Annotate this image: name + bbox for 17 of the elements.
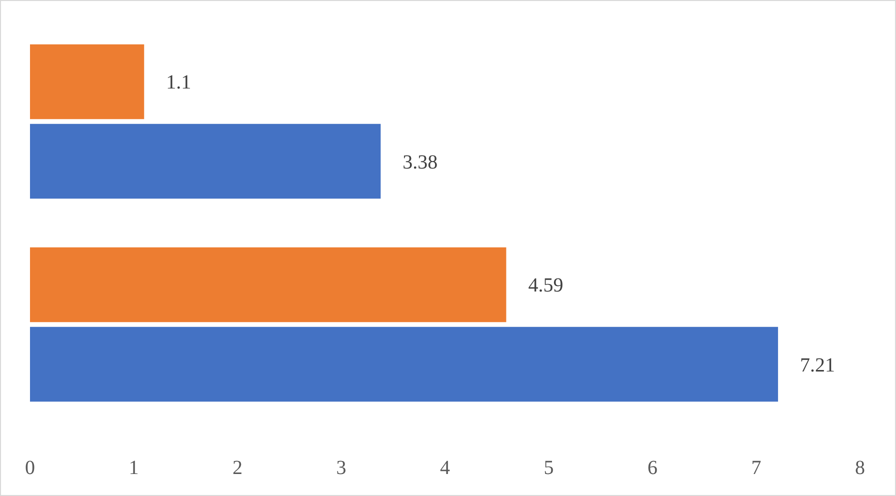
data-label: 3.38	[402, 151, 438, 174]
x-tick-label: 1	[128, 457, 139, 479]
x-tick-label: 3	[336, 457, 346, 479]
x-tick-label: 6	[648, 457, 658, 479]
data-label: 4.59	[528, 274, 564, 297]
data-label: 7.21	[800, 354, 836, 376]
x-tick-label: 4	[440, 457, 450, 479]
x-tick-label: 8	[855, 457, 865, 479]
x-tick-label: 0	[25, 457, 35, 479]
data-label: 1.1	[166, 72, 192, 94]
bar	[30, 247, 506, 322]
x-tick-label: 7	[751, 457, 762, 479]
bar	[30, 44, 144, 120]
x-tick-label: 2	[232, 457, 242, 479]
x-tick-label: 5	[544, 457, 554, 479]
bar	[30, 326, 778, 402]
bar	[30, 124, 381, 199]
